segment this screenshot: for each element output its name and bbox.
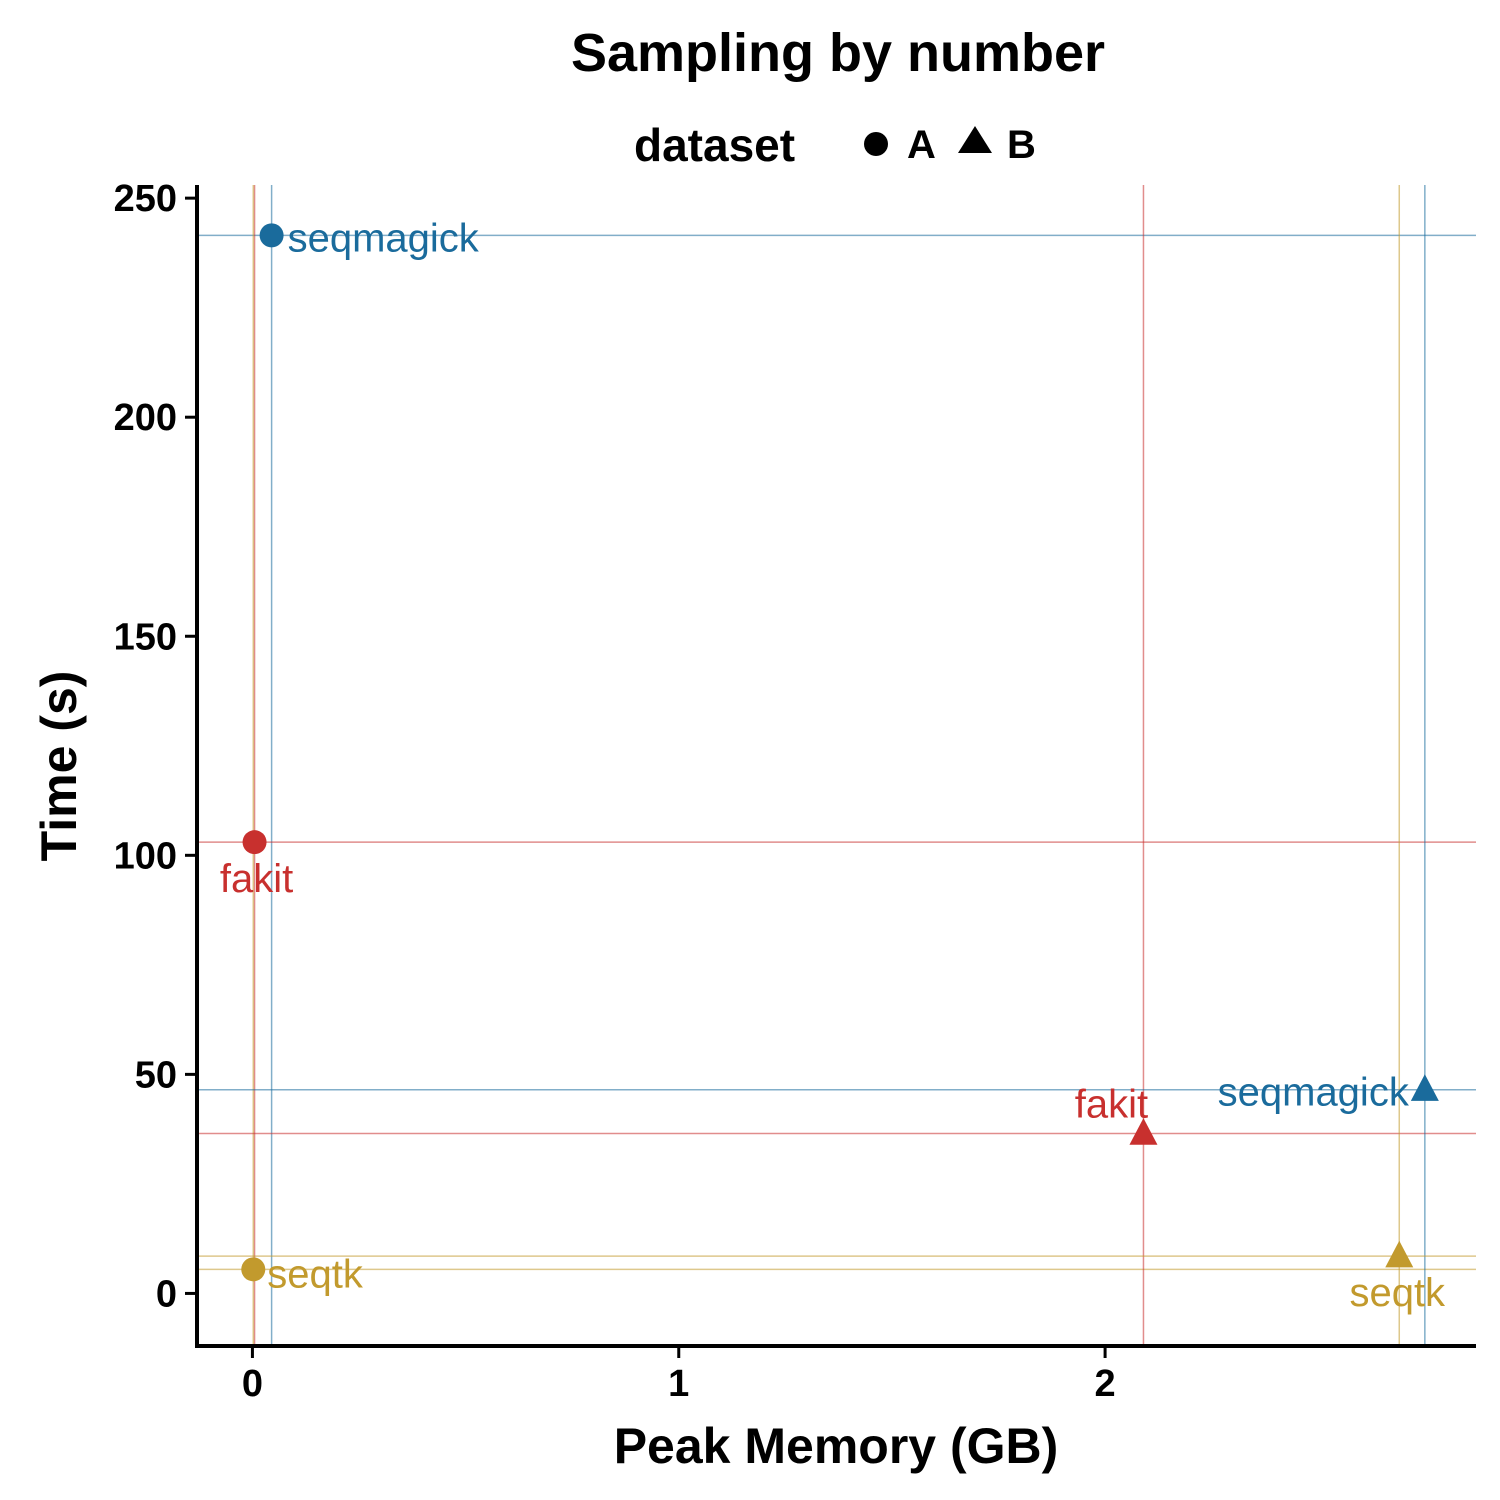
axes: [195, 185, 1476, 1348]
x-tick-label: 0: [242, 1363, 263, 1405]
legend-label-b: B: [1007, 123, 1036, 167]
chart-title: Sampling by number: [571, 23, 1105, 83]
point-label: seqmagick: [288, 216, 480, 260]
data-point-circle: [259, 223, 284, 248]
y-tick-label: 250: [114, 178, 177, 220]
data-point-triangle: [1410, 1074, 1439, 1101]
y-tick-label: 200: [114, 397, 177, 439]
data-point-triangle: [1129, 1118, 1158, 1145]
y-tick-label: 100: [114, 835, 177, 877]
point-label: seqtk: [267, 1252, 364, 1296]
legend-label-a: A: [907, 123, 936, 167]
data-point-triangle: [1385, 1240, 1414, 1268]
point-label: seqmagick: [1218, 1071, 1410, 1115]
y-tick-label: 150: [114, 616, 177, 658]
ticks: 0 1 2 0 50 100 150 200 250: [114, 178, 1116, 1405]
legend-triangle-icon: [958, 126, 992, 153]
points: [241, 223, 1439, 1282]
point-label: fakit: [1075, 1083, 1148, 1127]
reference-lines: [197, 185, 1476, 1346]
point-labels: seqmagick fakit seqtk fakit seqmagick seqtk: [220, 216, 1446, 1315]
y-tick-label: 50: [135, 1054, 177, 1096]
x-tick-label: 2: [1095, 1363, 1116, 1405]
data-point-circle: [242, 830, 267, 855]
legend: dataset A B: [634, 119, 1036, 171]
point-label: seqtk: [1349, 1271, 1446, 1315]
legend-circle-icon: [864, 132, 888, 156]
x-tick-label: 1: [668, 1363, 689, 1405]
data-point-circle: [241, 1257, 266, 1282]
legend-title: dataset: [634, 119, 795, 171]
y-axis-title: Time (s): [31, 671, 87, 862]
y-tick-label: 0: [156, 1273, 177, 1315]
x-axis-title: Peak Memory (GB): [614, 1418, 1059, 1474]
point-label: fakit: [220, 857, 293, 901]
